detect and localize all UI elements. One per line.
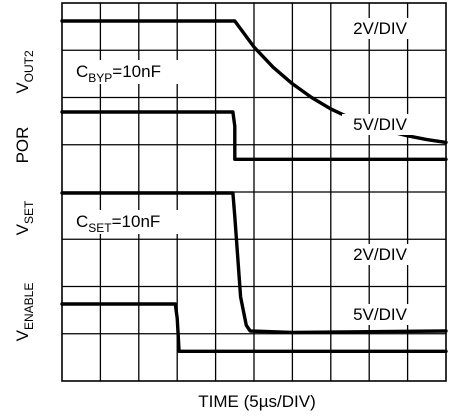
labels: TIME (5µs/DIV) 2V/DIV CBYP=10nF VOUT2 5V/DI…: [13, 18, 420, 411]
channel-label-2: POR: [13, 127, 32, 164]
annotation-1: CBYP=10nF: [76, 62, 161, 85]
traces: [60, 19, 448, 353]
trace-4: [60, 302, 448, 353]
scale-label-4: 5V/DIV: [353, 305, 408, 324]
annotation-bg: [70, 60, 196, 84]
scale-label-bg: [342, 114, 420, 135]
scale-label-bg: [342, 244, 420, 265]
scale-label-bg: [342, 304, 420, 325]
trace-2: [60, 110, 448, 162]
channel-label-3: VSET: [13, 200, 36, 235]
scale-label-bg: [342, 18, 420, 39]
trace-3: [60, 191, 448, 335]
channel-label-1: VOUT2: [13, 50, 36, 94]
channel-label-4: VENABLE: [13, 283, 36, 342]
trace-1: [60, 19, 448, 145]
x-axis-label: TIME (5µs/DIV): [198, 392, 315, 411]
scale-label-2: 5V/DIV: [353, 115, 408, 134]
annotation-bg: [70, 210, 196, 234]
scale-label-3: 2V/DIV: [353, 245, 408, 264]
scale-label-1: 2V/DIV: [353, 19, 408, 38]
annotation-3: CSET=10nF: [76, 212, 160, 235]
